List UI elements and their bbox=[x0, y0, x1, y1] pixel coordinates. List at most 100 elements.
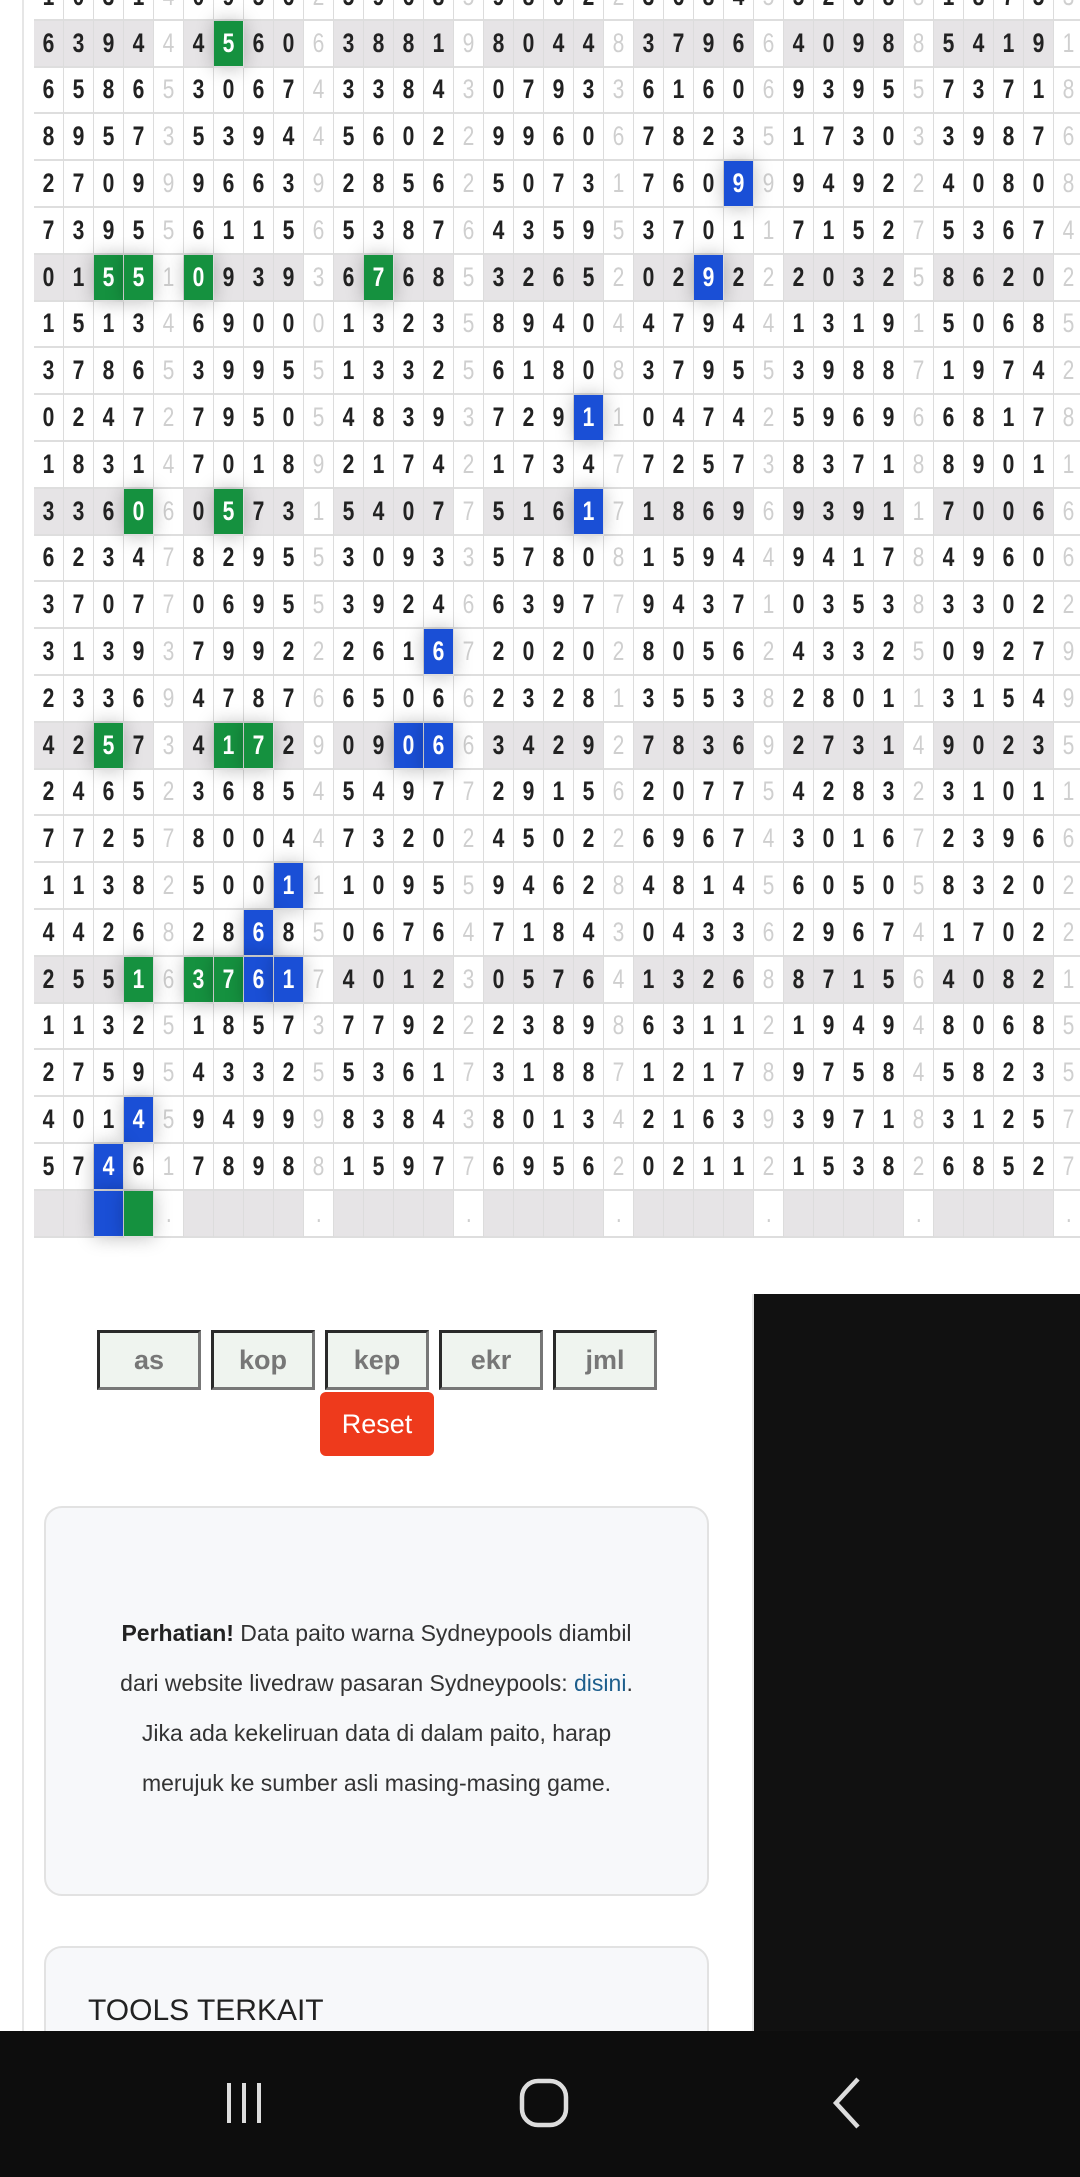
paito-sum-cell[interactable]: . bbox=[454, 1190, 484, 1238]
paito-cell[interactable]: 7 bbox=[184, 442, 214, 489]
paito-sum-cell[interactable]: 5 bbox=[754, 863, 784, 910]
paito-cell[interactable]: 7 bbox=[34, 208, 64, 255]
paito-cell[interactable]: 9 bbox=[574, 208, 604, 255]
paito-cell[interactable]: 6 bbox=[844, 395, 874, 442]
paito-cell[interactable]: 1 bbox=[814, 208, 844, 255]
paito-cell[interactable]: 0 bbox=[844, 676, 874, 723]
paito-sum-cell[interactable]: 8 bbox=[904, 442, 934, 489]
paito-cell[interactable]: 3 bbox=[934, 676, 964, 723]
paito-sum-cell[interactable]: 8 bbox=[604, 20, 634, 68]
paito-cell[interactable]: 7 bbox=[814, 114, 844, 162]
paito-cell[interactable]: 3 bbox=[574, 1097, 604, 1144]
paito-cell[interactable]: 9 bbox=[124, 161, 154, 208]
paito-cell[interactable]: 3 bbox=[844, 1144, 874, 1191]
paito-cell[interactable]: 1 bbox=[664, 67, 694, 115]
paito-cell[interactable]: 0 bbox=[874, 863, 904, 910]
paito-cell[interactable]: 1 bbox=[514, 348, 544, 396]
paito-cell[interactable]: 6 bbox=[424, 676, 454, 723]
paito-cell[interactable]: 8 bbox=[424, 254, 454, 302]
paito-sum-cell[interactable]: 9 bbox=[154, 676, 184, 723]
paito-cell[interactable]: 2 bbox=[634, 1097, 664, 1144]
paito-sum-cell[interactable]: 4 bbox=[904, 1003, 934, 1051]
paito-cell[interactable]: 2 bbox=[784, 910, 814, 957]
paito-sum-cell[interactable]: 4 bbox=[304, 67, 334, 115]
paito-cell[interactable]: 3 bbox=[514, 208, 544, 255]
paito-sum-cell[interactable]: 4 bbox=[454, 910, 484, 957]
paito-cell[interactable]: 5 bbox=[514, 956, 544, 1004]
paito-sum-cell[interactable]: 4 bbox=[154, 301, 184, 349]
paito-cell[interactable]: 6 bbox=[424, 910, 454, 957]
paito-cell[interactable]: 0 bbox=[64, 1097, 94, 1144]
paito-sum-cell[interactable]: 9 bbox=[754, 1097, 784, 1144]
paito-sum-cell[interactable]: 2 bbox=[604, 254, 634, 302]
paito-cell[interactable]: 2 bbox=[784, 254, 814, 302]
paito-cell[interactable]: 1 bbox=[94, 1097, 124, 1144]
paito-sum-cell[interactable]: 1 bbox=[604, 161, 634, 208]
paito-cell[interactable]: 7 bbox=[274, 1003, 304, 1051]
paito-cell[interactable]: 4 bbox=[214, 1097, 244, 1144]
paito-cell[interactable]: 1 bbox=[1024, 442, 1054, 489]
paito-cell[interactable]: 4 bbox=[784, 629, 814, 676]
paito-cell[interactable]: 1 bbox=[694, 1003, 724, 1051]
paito-cell[interactable]: 3 bbox=[214, 114, 244, 162]
paito-cell[interactable]: 2 bbox=[994, 722, 1024, 770]
paito-sum-cell[interactable]: 5 bbox=[1054, 301, 1080, 349]
paito-cell[interactable]: 0 bbox=[394, 488, 424, 536]
paito-sum-cell[interactable]: 8 bbox=[904, 0, 934, 21]
paito-cell[interactable]: 5 bbox=[124, 254, 154, 302]
paito-cell[interactable]: 8 bbox=[994, 114, 1024, 162]
paito-cell[interactable]: 7 bbox=[184, 395, 214, 442]
paito-cell[interactable]: 8 bbox=[394, 67, 424, 115]
paito-cell[interactable]: 8 bbox=[274, 442, 304, 489]
paito-cell[interactable]: 9 bbox=[244, 1097, 274, 1144]
paito-cell[interactable]: 8 bbox=[34, 114, 64, 162]
paito-cell[interactable]: 1 bbox=[964, 769, 994, 817]
paito-cell[interactable]: 0 bbox=[1024, 161, 1054, 208]
paito-cell[interactable]: 3 bbox=[394, 395, 424, 442]
paito-cell[interactable]: 5 bbox=[94, 114, 124, 162]
paito-cell[interactable]: 5 bbox=[244, 395, 274, 442]
paito-cell[interactable]: 1 bbox=[634, 535, 664, 583]
paito-cell[interactable] bbox=[64, 1190, 94, 1238]
paito-cell[interactable]: 4 bbox=[934, 535, 964, 583]
paito-cell[interactable]: 7 bbox=[334, 816, 364, 864]
paito-cell[interactable]: 8 bbox=[664, 114, 694, 162]
paito-sum-cell[interactable]: 8 bbox=[154, 910, 184, 957]
paito-cell[interactable]: 3 bbox=[244, 254, 274, 302]
paito-sum-cell[interactable]: 4 bbox=[304, 114, 334, 162]
paito-sum-cell[interactable]: 2 bbox=[454, 1003, 484, 1051]
paito-sum-cell[interactable]: 7 bbox=[304, 956, 334, 1004]
paito-cell[interactable]: 6 bbox=[544, 863, 574, 910]
paito-cell[interactable]: 8 bbox=[514, 0, 544, 21]
paito-sum-cell[interactable]: 2 bbox=[604, 816, 634, 864]
paito-cell[interactable]: 6 bbox=[244, 161, 274, 208]
paito-cell[interactable]: 3 bbox=[664, 1003, 694, 1051]
paito-cell[interactable]: 4 bbox=[424, 442, 454, 489]
paito-cell[interactable]: 1 bbox=[34, 863, 64, 910]
paito-cell[interactable]: 5 bbox=[724, 348, 754, 396]
paito-cell[interactable]: 9 bbox=[64, 114, 94, 162]
paito-sum-cell[interactable]: 5 bbox=[454, 863, 484, 910]
paito-sum-cell[interactable]: 7 bbox=[454, 1144, 484, 1191]
paito-cell[interactable]: 9 bbox=[694, 348, 724, 396]
paito-cell[interactable]: 3 bbox=[34, 629, 64, 676]
paito-cell[interactable]: 5 bbox=[64, 67, 94, 115]
paito-sum-cell[interactable]: 4 bbox=[154, 442, 184, 489]
paito-cell[interactable]: 5 bbox=[784, 395, 814, 442]
paito-sum-cell[interactable]: 7 bbox=[604, 582, 634, 630]
paito-cell[interactable]: 4 bbox=[724, 0, 754, 21]
paito-cell[interactable]: 2 bbox=[334, 442, 364, 489]
paito-sum-cell[interactable]: 2 bbox=[754, 1144, 784, 1191]
paito-sum-cell[interactable]: 0 bbox=[304, 301, 334, 349]
paito-sum-cell[interactable]: 6 bbox=[154, 956, 184, 1004]
paito-cell[interactable]: 0 bbox=[994, 769, 1024, 817]
paito-cell[interactable]: 5 bbox=[184, 863, 214, 910]
paito-sum-cell[interactable]: 2 bbox=[604, 1144, 634, 1191]
paito-cell[interactable]: 0 bbox=[544, 0, 574, 21]
paito-cell[interactable]: 3 bbox=[424, 535, 454, 583]
paito-sum-cell[interactable]: . bbox=[154, 1190, 184, 1238]
paito-cell[interactable]: 8 bbox=[484, 20, 514, 68]
paito-cell[interactable]: 0 bbox=[694, 208, 724, 255]
paito-cell[interactable]: 6 bbox=[694, 488, 724, 536]
paito-cell[interactable] bbox=[994, 1190, 1024, 1238]
